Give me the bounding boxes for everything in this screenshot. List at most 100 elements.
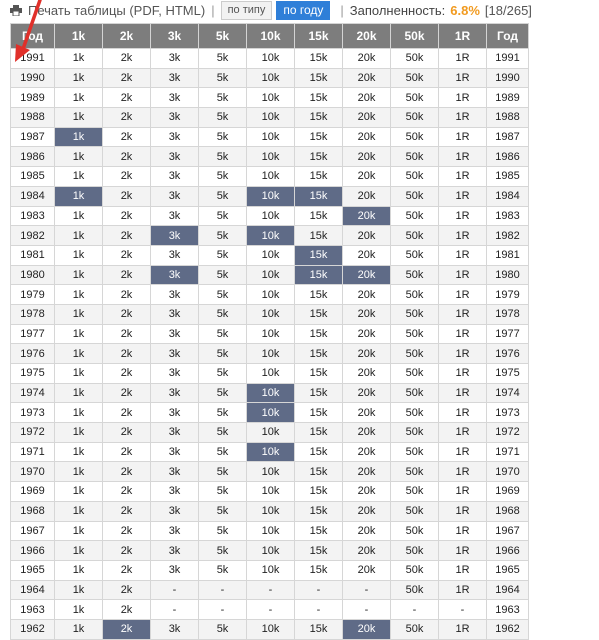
denomination-cell[interactable]: 10k — [246, 244, 295, 266]
denomination-cell[interactable]: 3k — [150, 520, 199, 542]
denomination-cell[interactable]: 2k — [102, 402, 151, 424]
denomination-cell[interactable]: 1k — [54, 540, 103, 561]
denomination-cell[interactable]: 50k — [390, 185, 439, 207]
denomination-cell[interactable]: 1R — [438, 402, 487, 424]
denomination-cell[interactable]: 50k — [390, 500, 439, 522]
denomination-cell[interactable]: 15k — [294, 500, 343, 522]
denomination-cell[interactable]: 2k — [102, 264, 151, 286]
denomination-cell[interactable]: 5k — [198, 166, 247, 187]
denomination-cell[interactable]: 5k — [198, 67, 247, 89]
denomination-cell[interactable]: 5k — [198, 481, 247, 502]
denomination-cell[interactable]: 20k — [342, 540, 391, 561]
denomination-cell[interactable]: 3k — [150, 185, 199, 207]
denomination-cell[interactable]: 1R — [438, 303, 487, 325]
denomination-cell[interactable]: 1R — [438, 441, 487, 463]
denomination-cell[interactable]: 10k — [246, 303, 295, 325]
denomination-cell[interactable]: 50k — [390, 343, 439, 364]
denomination-cell[interactable]: 3k — [150, 441, 199, 463]
denomination-cell[interactable]: 20k — [342, 107, 391, 128]
denomination-cell[interactable]: 2k — [102, 618, 151, 640]
denomination-cell[interactable]: 10k — [246, 540, 295, 561]
denomination-cell[interactable]: 1k — [54, 363, 103, 384]
denomination-cell[interactable]: 2k — [102, 599, 151, 620]
denomination-cell[interactable]: 15k — [294, 520, 343, 542]
denomination-cell[interactable]: 1k — [54, 225, 103, 246]
denomination-cell[interactable]: 1k — [54, 205, 103, 227]
denomination-cell[interactable]: 5k — [198, 402, 247, 424]
denomination-cell[interactable]: 5k — [198, 461, 247, 483]
denomination-cell[interactable]: 1k — [54, 481, 103, 502]
denomination-cell[interactable]: 1R — [438, 343, 487, 364]
denomination-cell[interactable]: 5k — [198, 264, 247, 286]
denomination-cell[interactable]: 2k — [102, 244, 151, 266]
denomination-cell[interactable]: 20k — [342, 481, 391, 502]
denomination-cell[interactable]: 50k — [390, 146, 439, 168]
denomination-cell[interactable]: 1R — [438, 520, 487, 542]
denomination-cell[interactable]: 1k — [54, 185, 103, 207]
denomination-cell[interactable]: 3k — [150, 126, 199, 148]
denomination-cell[interactable]: 20k — [342, 264, 391, 286]
denomination-cell[interactable]: 20k — [342, 166, 391, 187]
denomination-cell[interactable]: 1k — [54, 382, 103, 404]
denomination-cell[interactable]: 1R — [438, 422, 487, 443]
denomination-cell[interactable]: 10k — [246, 205, 295, 227]
denomination-cell[interactable]: 5k — [198, 520, 247, 542]
denomination-cell[interactable]: 50k — [390, 618, 439, 640]
sort-by-type-button[interactable]: по типу — [220, 0, 273, 20]
denomination-cell[interactable]: 2k — [102, 500, 151, 522]
denomination-cell[interactable]: 5k — [198, 422, 247, 443]
denomination-cell[interactable]: 20k — [342, 225, 391, 246]
denomination-cell[interactable]: 20k — [342, 323, 391, 345]
denomination-cell[interactable]: 5k — [198, 618, 247, 640]
denomination-cell[interactable]: 2k — [102, 461, 151, 483]
denomination-cell[interactable]: 10k — [246, 166, 295, 187]
denomination-cell[interactable]: 1R — [438, 284, 487, 305]
denomination-cell[interactable]: 10k — [246, 343, 295, 364]
denomination-cell[interactable]: 20k — [342, 422, 391, 443]
denomination-cell[interactable]: 5k — [198, 244, 247, 266]
denomination-cell[interactable]: 2k — [102, 126, 151, 148]
denomination-cell[interactable]: 15k — [294, 540, 343, 561]
denomination-cell[interactable]: 3k — [150, 244, 199, 266]
denomination-cell[interactable]: 3k — [150, 481, 199, 502]
denomination-cell[interactable]: 1k — [54, 126, 103, 148]
denomination-cell[interactable]: 20k — [342, 520, 391, 542]
denomination-cell[interactable]: 20k — [342, 185, 391, 207]
denomination-cell[interactable]: 50k — [390, 107, 439, 128]
denomination-cell[interactable]: 50k — [390, 244, 439, 266]
denomination-cell[interactable]: 1k — [54, 579, 103, 601]
denomination-cell[interactable]: 1k — [54, 422, 103, 443]
denomination-cell[interactable]: 2k — [102, 146, 151, 168]
denomination-cell[interactable]: 2k — [102, 205, 151, 227]
denomination-cell[interactable]: 5k — [198, 323, 247, 345]
denomination-cell[interactable]: 20k — [342, 618, 391, 640]
denomination-cell[interactable]: 1k — [54, 520, 103, 542]
denomination-cell[interactable]: 2k — [102, 559, 151, 581]
denomination-cell[interactable]: 3k — [150, 225, 199, 246]
denomination-cell[interactable]: 50k — [390, 303, 439, 325]
denomination-cell[interactable]: 1k — [54, 618, 103, 640]
denomination-cell[interactable]: 50k — [390, 166, 439, 187]
denomination-cell[interactable]: 20k — [342, 402, 391, 424]
denomination-cell[interactable]: 50k — [390, 126, 439, 148]
denomination-cell[interactable]: 10k — [246, 146, 295, 168]
denomination-cell[interactable]: 10k — [246, 225, 295, 246]
denomination-cell[interactable]: 1R — [438, 87, 487, 109]
denomination-cell[interactable]: 2k — [102, 225, 151, 246]
denomination-cell[interactable]: 1k — [54, 303, 103, 325]
denomination-cell[interactable]: 50k — [390, 520, 439, 542]
denomination-cell[interactable]: 1R — [438, 67, 487, 89]
denomination-cell[interactable]: 50k — [390, 87, 439, 109]
denomination-cell[interactable]: 2k — [102, 48, 151, 69]
denomination-cell[interactable]: 2k — [102, 382, 151, 404]
denomination-cell[interactable]: 3k — [150, 303, 199, 325]
denomination-cell[interactable]: 20k — [342, 48, 391, 69]
denomination-cell[interactable]: 3k — [150, 363, 199, 384]
denomination-cell[interactable]: 10k — [246, 500, 295, 522]
denomination-cell[interactable]: 2k — [102, 67, 151, 89]
denomination-cell[interactable]: 10k — [246, 382, 295, 404]
denomination-cell[interactable]: 2k — [102, 481, 151, 502]
denomination-cell[interactable]: 10k — [246, 264, 295, 286]
denomination-cell[interactable]: 50k — [390, 284, 439, 305]
denomination-cell[interactable]: 1R — [438, 500, 487, 522]
